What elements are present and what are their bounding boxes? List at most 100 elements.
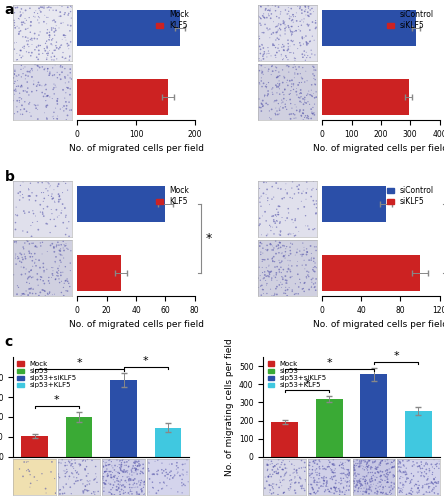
Point [56, 490, 63, 498]
Point [289, 28, 296, 36]
Point [305, 256, 313, 264]
Point [26, 14, 33, 22]
Point [412, 480, 419, 488]
Point [24, 24, 31, 32]
Point [258, 100, 265, 108]
Point [274, 276, 281, 284]
Point [119, 468, 127, 476]
Point [373, 465, 380, 473]
Point [357, 462, 364, 470]
Point [382, 457, 389, 465]
Point [364, 479, 371, 487]
Point [62, 54, 69, 62]
Point [282, 23, 289, 31]
Point [59, 238, 67, 246]
Point [125, 462, 132, 470]
Point [62, 180, 69, 188]
Point [300, 95, 307, 103]
Point [281, 254, 289, 262]
Point [12, 87, 20, 95]
Point [63, 276, 70, 284]
Point [50, 6, 57, 14]
Point [299, 53, 306, 61]
Point [287, 268, 294, 276]
Point [21, 250, 28, 258]
Point [41, 66, 48, 74]
Point [53, 44, 60, 52]
Point [301, 256, 308, 264]
Point [330, 472, 337, 480]
Point [284, 10, 291, 18]
Point [388, 458, 396, 466]
Point [288, 104, 295, 112]
Point [59, 19, 67, 27]
Point [270, 484, 277, 492]
Point [141, 478, 148, 486]
Point [43, 86, 50, 94]
Point [287, 100, 294, 108]
Point [274, 282, 281, 290]
Point [268, 458, 275, 466]
Point [293, 88, 300, 96]
Point [293, 9, 300, 17]
Point [305, 488, 312, 496]
Point [44, 26, 51, 34]
Point [285, 264, 292, 272]
Point [38, 188, 45, 196]
Point [363, 483, 370, 491]
Point [285, 261, 292, 269]
Point [160, 478, 167, 486]
Point [39, 286, 46, 294]
Point [410, 472, 417, 480]
Point [67, 74, 74, 82]
Point [291, 462, 298, 469]
Point [302, 67, 309, 75]
Point [274, 210, 281, 218]
Point [261, 48, 268, 56]
Point [263, 14, 270, 22]
Point [16, 98, 23, 106]
Point [350, 465, 357, 473]
Point [261, 256, 268, 264]
Point [360, 463, 367, 471]
Point [262, 276, 269, 284]
Point [137, 461, 144, 469]
Point [327, 488, 334, 496]
Point [384, 466, 391, 474]
Point [32, 7, 40, 15]
Point [51, 84, 58, 92]
Point [308, 46, 315, 54]
Point [121, 458, 128, 466]
Point [283, 78, 290, 86]
Point [284, 292, 291, 300]
Point [56, 212, 63, 220]
Point [125, 489, 132, 497]
Point [84, 487, 91, 495]
Point [297, 70, 304, 78]
Text: *: * [304, 378, 310, 388]
Bar [77, 186, 165, 222]
Point [311, 224, 318, 232]
Point [360, 472, 367, 480]
Point [40, 260, 47, 268]
Point [275, 20, 282, 28]
Point [266, 107, 273, 115]
Point [416, 462, 423, 469]
Point [273, 12, 280, 20]
Point [288, 184, 295, 192]
Point [57, 250, 64, 258]
Point [145, 458, 152, 466]
Point [397, 472, 404, 480]
Point [308, 250, 315, 258]
Point [282, 100, 289, 108]
Point [120, 490, 127, 498]
Point [46, 6, 53, 14]
Point [260, 275, 267, 283]
Point [296, 94, 303, 102]
Point [51, 80, 58, 88]
Point [276, 238, 283, 246]
Point [258, 69, 266, 77]
Point [273, 269, 280, 277]
Point [277, 8, 284, 16]
Point [305, 2, 312, 10]
